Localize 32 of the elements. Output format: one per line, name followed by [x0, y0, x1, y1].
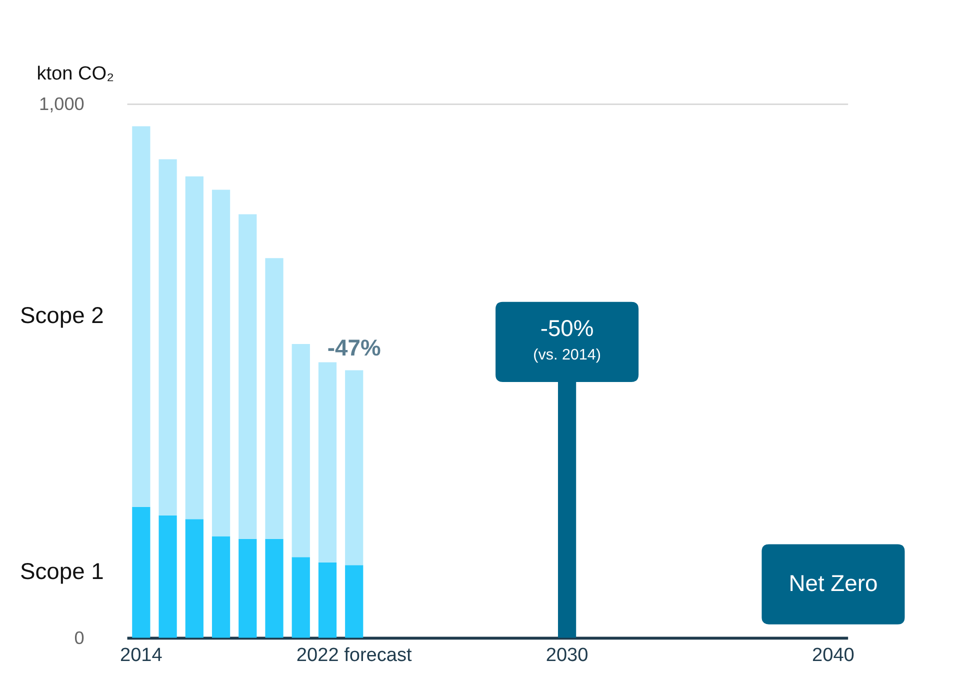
bar: [158, 159, 177, 516]
bar: [345, 565, 364, 638]
y-tick-label: 0: [74, 628, 84, 648]
bar: [292, 344, 310, 558]
annotation: (vs. 2014): [533, 346, 601, 364]
series-label: Scope 1: [20, 558, 104, 584]
series-label: Scope 2: [20, 302, 104, 328]
bar: [158, 515, 177, 638]
bar: [132, 126, 150, 507]
bar: [318, 562, 337, 638]
annotation: -47%: [327, 334, 381, 361]
bar: [345, 370, 364, 566]
bar: [238, 538, 257, 638]
x-tick-label: 2022 forecast: [296, 645, 413, 666]
x-tick-label: 2030: [546, 645, 588, 666]
bar: [212, 536, 230, 638]
bar: [265, 538, 284, 638]
x-tick-label: 2014: [120, 645, 163, 666]
bar: [265, 258, 284, 539]
bar: [292, 557, 310, 638]
bar: [185, 176, 204, 520]
bar: [132, 506, 150, 638]
x-tick-label: 2040: [812, 645, 854, 666]
y-axis-title: kton CO₂: [36, 63, 114, 84]
y-tick-label: 1,000: [39, 94, 84, 114]
bar: [318, 362, 337, 562]
annotation: Net Zero: [788, 570, 878, 596]
bar: [558, 382, 576, 638]
bar: [238, 214, 257, 539]
annotation: -50%: [540, 314, 594, 341]
bar: [212, 190, 230, 536]
bar: [185, 519, 204, 638]
